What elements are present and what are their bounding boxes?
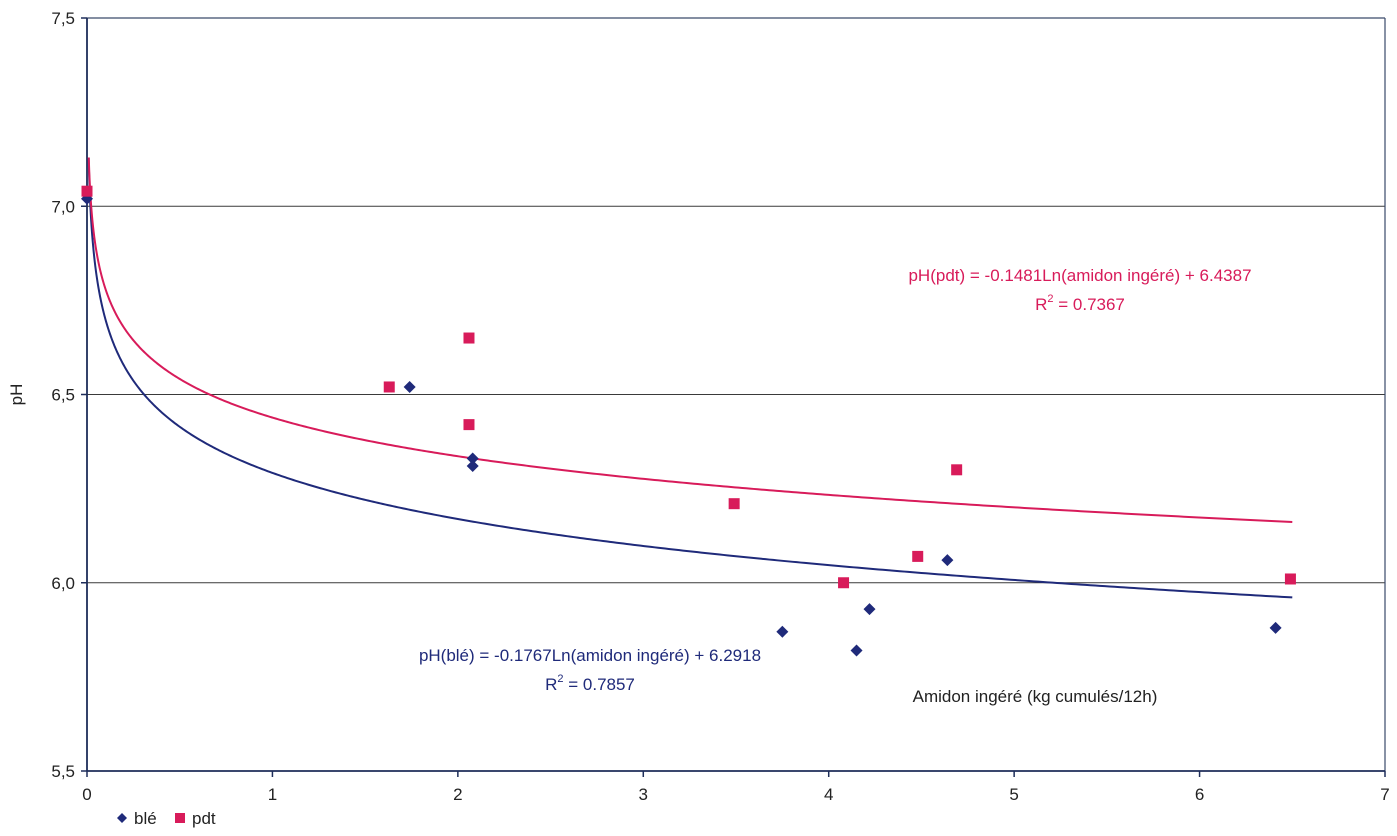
x-tick-label: 5 (1009, 785, 1018, 804)
gridlines (87, 205, 1385, 584)
y-tick-label: 7,5 (51, 9, 75, 28)
point-pdt (463, 419, 475, 431)
x-tick-label: 3 (639, 785, 648, 804)
x-axis-title: Amidon ingéré (kg cumulés/12h) (913, 687, 1158, 706)
trendline-equation-pdt: pH(pdt) = -0.1481Ln(amidon ingéré) + 6.4… (908, 266, 1251, 285)
point-pdt (728, 498, 740, 510)
trendline-r2-pdt: R2 = 0.7367 (1035, 293, 1125, 314)
point-blé (776, 625, 789, 638)
y-axis-title: pH (7, 384, 26, 406)
x-tick-label: 6 (1195, 785, 1204, 804)
r2-prefix: R (1035, 295, 1047, 314)
point-pdt (838, 577, 850, 589)
point-blé (403, 380, 416, 393)
x-tick-label: 4 (824, 785, 833, 804)
trendlines (87, 157, 1293, 599)
point-blé (1269, 621, 1282, 634)
point-pdt (81, 185, 93, 197)
y-tick-label: 6,5 (51, 386, 75, 405)
x-tick-label: 2 (453, 785, 462, 804)
point-blé (466, 460, 479, 473)
trendline-pdt (87, 157, 1293, 523)
point-pdt (463, 332, 475, 344)
y-tick-label: 7,0 (51, 197, 75, 216)
r2-value: = 0.7857 (564, 675, 635, 694)
legend-marker-blé (117, 813, 127, 823)
point-blé (941, 554, 954, 567)
data-points (81, 185, 1296, 657)
labels: pH Amidon ingéré (kg cumulés/12h) pH(blé) … (7, 266, 1252, 828)
trendline-equation-blé: pH(blé) = -0.1767Ln(amidon ingéré) + 6.2… (419, 646, 761, 665)
trendline-blé (87, 157, 1293, 599)
point-blé (466, 452, 479, 465)
r2-value: = 0.7367 (1054, 295, 1125, 314)
point-blé (863, 603, 876, 616)
trendline-r2-blé: R2 = 0.7857 (545, 673, 635, 694)
x-tick-label: 1 (268, 785, 277, 804)
x-tick-label: 0 (82, 785, 91, 804)
axes: 5,5 6,0 6,5 7,0 7,5 0 1 2 3 4 5 6 7 (51, 9, 1389, 804)
r2-superscript: 2 (557, 673, 563, 685)
point-pdt (1284, 573, 1296, 585)
point-pdt (912, 550, 924, 562)
legend: blé pdt (117, 809, 216, 828)
point-blé (850, 644, 863, 657)
point-pdt (951, 464, 963, 476)
legend-marker-pdt (175, 813, 185, 823)
x-tick-label: 7 (1380, 785, 1389, 804)
legend-label-blé: blé (134, 809, 157, 828)
r2-superscript: 2 (1047, 293, 1053, 305)
r2-prefix: R (545, 675, 557, 694)
y-tick-label: 5,5 (51, 762, 75, 781)
point-pdt (383, 381, 395, 393)
legend-label-pdt: pdt (192, 809, 216, 828)
y-tick-label: 6,0 (51, 574, 75, 593)
